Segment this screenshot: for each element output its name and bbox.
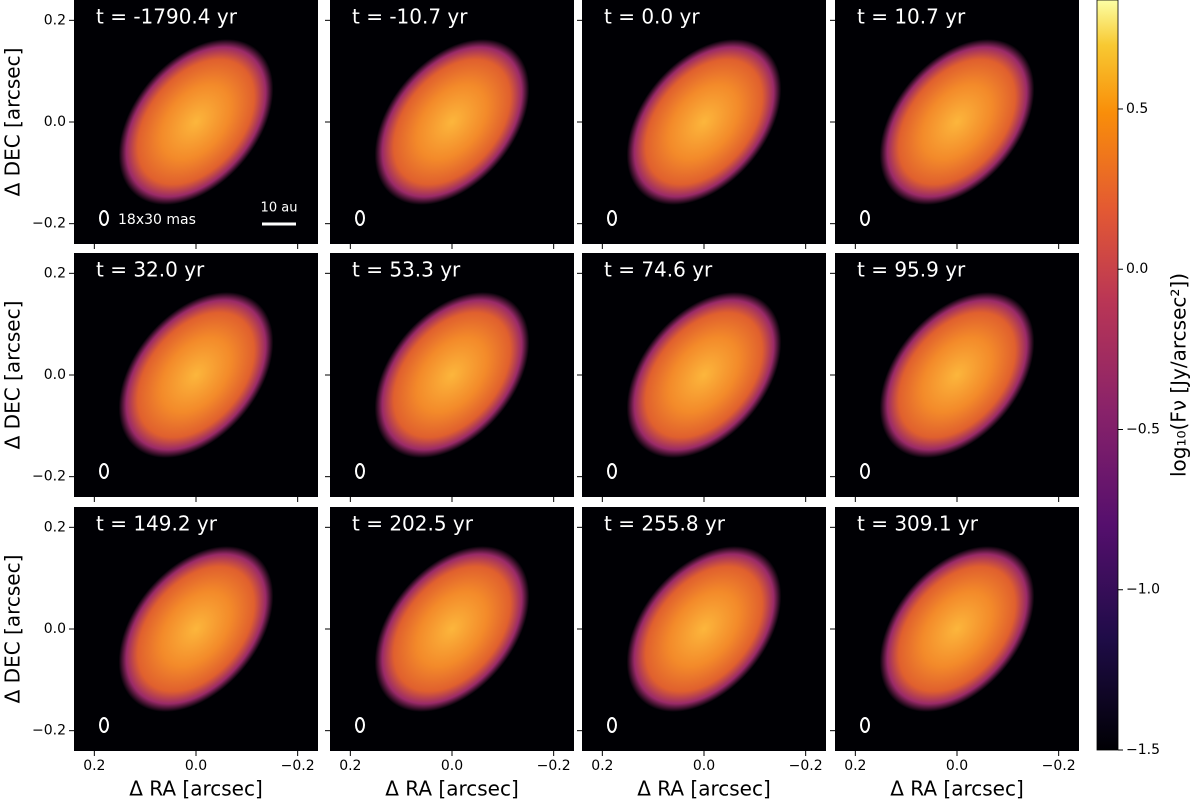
y-tick-label: 0.0: [44, 367, 66, 383]
panel-title: t = -1790.4 yr: [96, 5, 238, 29]
panel: t = 255.8 yr 0.2 0.0 −0.2 Δ RA [arcsec]: [577, 507, 826, 801]
y-tick-label: 0.2: [44, 12, 66, 28]
beam: [607, 210, 617, 226]
panel: t = 32.0 yr −0.2 0.0 0.2 Δ DEC [arcsec]: [1, 253, 318, 502]
panel-title: t = 74.6 yr: [604, 258, 713, 282]
beam: [860, 717, 870, 733]
x-tick-label: 0.2: [844, 758, 866, 774]
x-tick-label: 0.0: [946, 758, 968, 774]
panel-title: t = -10.7 yr: [352, 5, 468, 29]
y-tick-label: −0.2: [32, 723, 66, 739]
x-tick-label: 0.2: [83, 758, 105, 774]
colorbar: [1096, 0, 1119, 751]
panel-title: t = 32.0 yr: [96, 258, 205, 282]
colorbar-label: log₁₀(Fν [Jy/arcsec²]): [1167, 273, 1191, 477]
x-axis-label: Δ RA [arcsec]: [890, 777, 1024, 801]
emission-blob: [626, 546, 782, 712]
emission-blob: [118, 546, 274, 712]
panel-title: t = 309.1 yr: [857, 512, 979, 536]
y-tick-label: 0.2: [44, 519, 66, 535]
panel-title: t = 95.9 yr: [857, 258, 966, 282]
emission-blob: [626, 39, 782, 205]
x-tick-label: 0.0: [441, 758, 463, 774]
panel: t = -10.7 yr: [325, 0, 574, 249]
emission-blob: [374, 292, 530, 458]
y-tick-label: −0.2: [32, 469, 66, 485]
colorbar-tick-label: −1.5: [1126, 742, 1160, 758]
beam: [99, 463, 109, 479]
emission-blob: [118, 39, 274, 205]
y-tick-label: 0.2: [44, 265, 66, 281]
panel: t = -1790.4 yr 18x30 mas 10 au −0.2 0.0 0.2 Δ …: [1, 0, 318, 249]
panel-title: t = 255.8 yr: [604, 512, 726, 536]
colorbar-tick-label: −1.0: [1126, 582, 1160, 598]
beam: [607, 463, 617, 479]
x-tick-label: 0.0: [185, 758, 207, 774]
y-tick-label: −0.2: [32, 216, 66, 232]
beam: [355, 210, 365, 226]
beam: [860, 210, 870, 226]
panel-title: t = 149.2 yr: [96, 512, 218, 536]
panel: t = 0.0 yr: [577, 0, 826, 249]
beam: [607, 717, 617, 733]
panel: t = 202.5 yr 0.2 0.0 −0.2 Δ RA [arcsec]: [325, 507, 574, 801]
x-tick-label: 0.2: [339, 758, 361, 774]
panel: t = 53.3 yr: [325, 253, 574, 502]
colorbar-tick-label: 0.5: [1126, 101, 1148, 117]
x-tick-label: 0.0: [693, 758, 715, 774]
beam: [99, 717, 109, 733]
x-tick-label: −0.2: [281, 758, 315, 774]
beam-label: 18x30 mas: [118, 212, 196, 228]
colorbar-tick-label: 0.0: [1126, 261, 1148, 277]
beam: [99, 210, 109, 226]
panel: t = 74.6 yr: [577, 253, 826, 502]
panel: t = 149.2 yr −0.2 0.0 0.2 0.2 0.0 −0.2 Δ DEC [a…: [1, 507, 318, 801]
panel: t = 309.1 yr 0.2 0.0 −0.2 Δ RA [arcsec]: [830, 507, 1079, 801]
beam: [355, 717, 365, 733]
beam: [355, 463, 365, 479]
emission-blob: [879, 546, 1035, 712]
emission-blob: [879, 292, 1035, 458]
colorbar-tick-label: −0.5: [1126, 421, 1160, 437]
x-axis-label: Δ RA [arcsec]: [129, 777, 263, 801]
x-tick-label: 0.2: [591, 758, 613, 774]
panel: t = 10.7 yr: [830, 0, 1079, 249]
panel-title: t = 10.7 yr: [857, 5, 966, 29]
x-tick-label: −0.2: [537, 758, 571, 774]
beam: [860, 463, 870, 479]
panel-title: t = 53.3 yr: [352, 258, 461, 282]
y-axis-label: Δ DEC [arcsec]: [1, 555, 25, 704]
emission-blob: [879, 39, 1035, 205]
x-axis-label: Δ RA [arcsec]: [637, 777, 771, 801]
x-axis-label: Δ RA [arcsec]: [385, 777, 519, 801]
y-axis-label: Δ DEC [arcsec]: [1, 301, 25, 450]
panel: t = 95.9 yr: [830, 253, 1079, 502]
emission-blob: [118, 292, 274, 458]
panel-title: t = 202.5 yr: [352, 512, 474, 536]
scale-bar-label: 10 au: [261, 201, 298, 216]
emission-blob: [626, 292, 782, 458]
y-axis-label: Δ DEC [arcsec]: [1, 48, 25, 197]
emission-blob: [374, 39, 530, 205]
emission-blob: [374, 546, 530, 712]
x-tick-label: −0.2: [1042, 758, 1076, 774]
y-tick-label: 0.0: [44, 621, 66, 637]
panel-title: t = 0.0 yr: [604, 5, 700, 29]
x-tick-label: −0.2: [789, 758, 823, 774]
y-tick-label: 0.0: [44, 114, 66, 130]
